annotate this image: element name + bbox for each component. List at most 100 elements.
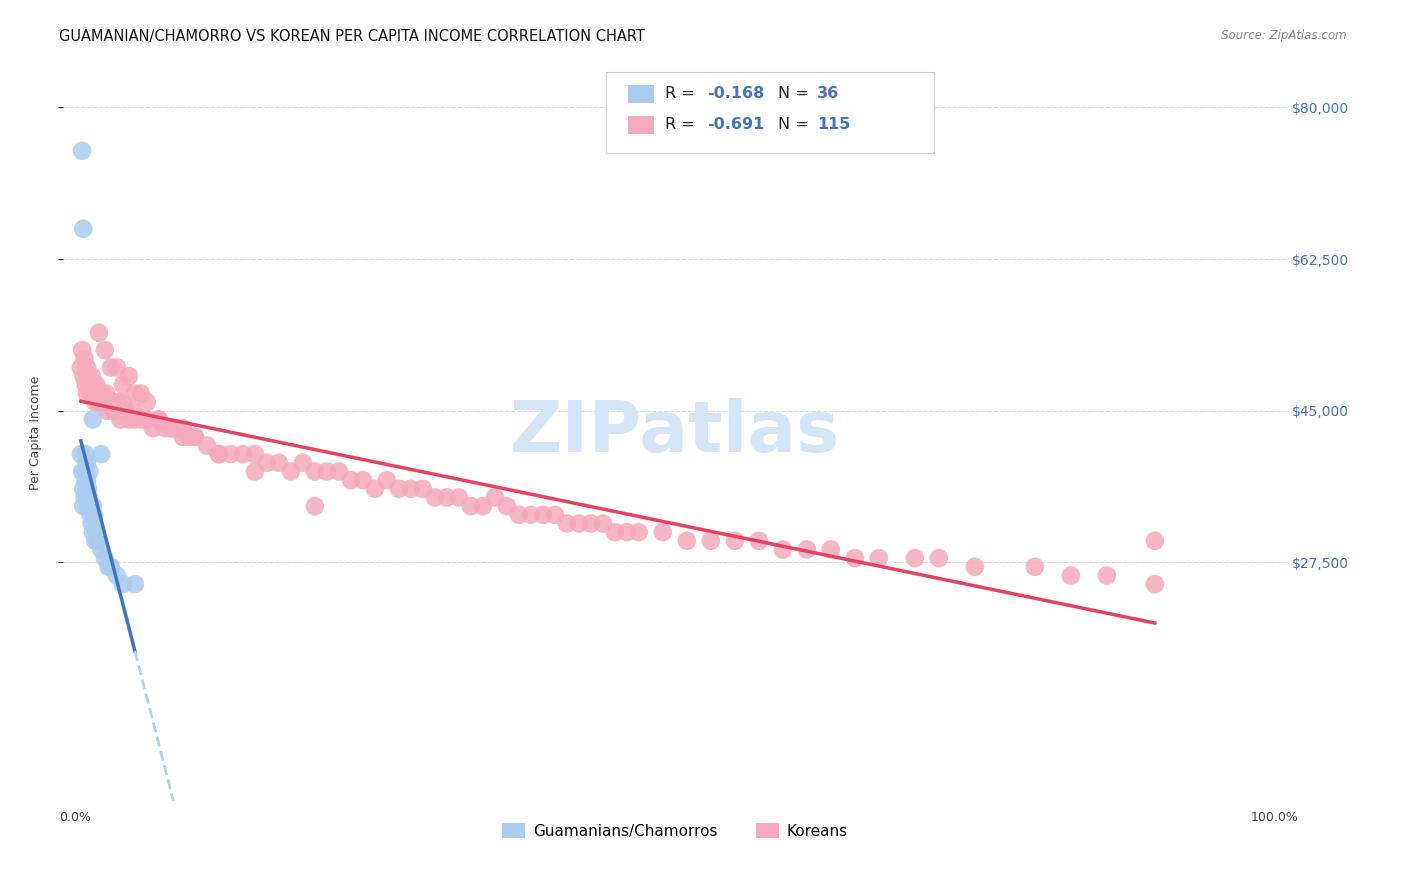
Point (148, 412, 170, 426)
Point (79, 508, 101, 522)
Point (928, 551, 950, 566)
Point (76, 360, 98, 375)
Point (142, 421, 165, 435)
Point (104, 404, 127, 418)
Point (124, 412, 146, 426)
Point (86, 525, 108, 540)
Point (508, 508, 530, 522)
Point (724, 533, 747, 548)
Point (75, 473, 97, 487)
Point (172, 421, 194, 435)
Point (1024, 559, 1046, 574)
Point (80, 369, 103, 384)
Point (105, 568, 128, 582)
Point (460, 499, 482, 513)
Point (868, 551, 890, 566)
Point (423, 491, 446, 505)
Point (118, 369, 141, 384)
Point (111, 377, 134, 392)
Point (100, 559, 122, 574)
Point (148, 412, 170, 426)
Point (79, 491, 101, 505)
Point (80, 516, 103, 531)
Point (796, 542, 818, 557)
Point (184, 430, 207, 444)
Point (616, 525, 638, 540)
Point (89, 395, 111, 409)
Point (304, 499, 326, 513)
Text: ZIPatlas: ZIPatlas (510, 398, 839, 467)
Point (118, 412, 141, 426)
Point (100, 395, 122, 409)
Point (73, 351, 96, 366)
Point (291, 456, 314, 470)
Point (496, 499, 519, 513)
Point (700, 533, 723, 548)
Point (90, 386, 112, 401)
Point (82, 412, 104, 426)
Text: -0.691: -0.691 (707, 118, 765, 132)
Point (568, 516, 591, 531)
Text: Source: ZipAtlas.com: Source: ZipAtlas.com (1222, 29, 1347, 42)
Point (124, 577, 146, 591)
Point (77, 499, 100, 513)
Point (91, 395, 114, 409)
Point (579, 516, 602, 531)
Text: N =: N = (778, 87, 814, 101)
Point (70, 343, 93, 358)
Point (129, 412, 152, 426)
Point (87, 533, 110, 548)
Point (412, 482, 434, 496)
Point (436, 491, 458, 505)
Point (70, 360, 93, 375)
Point (94, 343, 117, 358)
Point (79, 377, 101, 392)
Point (72, 482, 94, 496)
Point (97, 395, 120, 409)
Text: 36: 36 (817, 87, 839, 101)
Point (83, 386, 105, 401)
Point (177, 430, 200, 444)
Point (844, 551, 866, 566)
Point (484, 491, 506, 505)
Point (84, 533, 107, 548)
Point (72, 369, 94, 384)
Point (627, 525, 650, 540)
Point (86, 533, 108, 548)
Point (135, 395, 157, 409)
Point (166, 421, 188, 435)
Point (129, 386, 152, 401)
Point (82, 499, 104, 513)
Point (70, 144, 93, 158)
Text: R =: R = (665, 118, 700, 132)
Point (304, 465, 326, 479)
Text: R =: R = (665, 87, 700, 101)
Point (340, 473, 363, 487)
Point (86, 395, 108, 409)
Point (72, 221, 94, 235)
Point (72, 499, 94, 513)
Point (90, 447, 112, 461)
Point (219, 447, 242, 461)
Point (328, 465, 350, 479)
Point (70, 465, 93, 479)
Point (124, 386, 146, 401)
Text: GUAMANIAN/CHAMORRO VS KOREAN PER CAPITA INCOME CORRELATION CHART: GUAMANIAN/CHAMORRO VS KOREAN PER CAPITA … (59, 29, 645, 44)
Point (904, 551, 927, 566)
Point (79, 386, 101, 401)
Point (364, 482, 387, 496)
Point (172, 430, 194, 444)
Point (82, 377, 104, 392)
Point (73, 465, 96, 479)
Point (531, 508, 554, 522)
Point (79, 465, 101, 479)
Text: -0.168: -0.168 (707, 87, 765, 101)
Legend: Guamanians/Chamorros, Koreans: Guamanians/Chamorros, Koreans (496, 816, 853, 845)
Point (676, 533, 699, 548)
Point (84, 395, 107, 409)
Point (76, 491, 98, 505)
Point (111, 395, 134, 409)
Point (107, 395, 129, 409)
Point (79, 499, 101, 513)
Point (280, 465, 302, 479)
